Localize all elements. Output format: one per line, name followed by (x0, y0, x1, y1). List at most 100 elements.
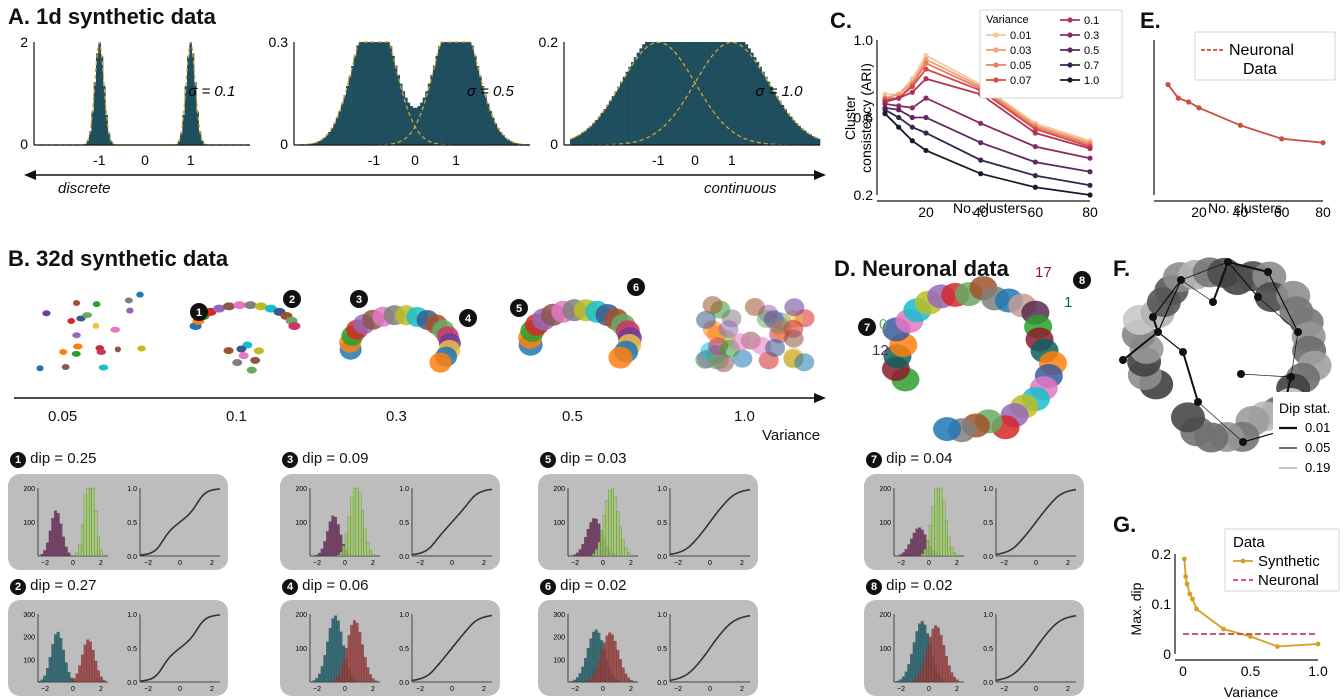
g-legend-label-synthetic: Synthetic (1258, 553, 1320, 570)
e-legend-box (1194, 31, 1336, 81)
graph-node (1149, 313, 1157, 321)
hist-a-bar (325, 135, 329, 145)
hist-a-bar (728, 42, 732, 145)
hist-bar-right (926, 647, 930, 683)
cluster-blob (706, 351, 727, 370)
embedding-hole (944, 335, 1020, 395)
hist-a-bar (575, 136, 579, 145)
hist-bar-left (336, 524, 340, 557)
hist-bar-left (331, 618, 335, 683)
series-point (909, 138, 915, 144)
badge-circle (1073, 271, 1091, 289)
hist-a-bar (706, 42, 710, 145)
badge-number: 5 (516, 303, 522, 315)
hist-bar-right (361, 644, 364, 683)
x-tick-label: 0 (691, 152, 699, 168)
hist-bar-right (939, 634, 943, 683)
hist-a-bar (351, 65, 354, 145)
cdf-x-tick: 0 (450, 686, 454, 693)
cdf-y-tick: 1.0 (127, 612, 137, 619)
series-point (909, 124, 915, 130)
hist-a-bar (198, 131, 202, 145)
badge-4: 4 (459, 309, 477, 327)
hist-a-bar (105, 114, 108, 145)
hist-a-bar (346, 85, 349, 145)
hist-bar-right (592, 674, 596, 683)
hist-a-bar (335, 117, 339, 145)
legend-marker (1067, 77, 1073, 83)
hist-bar-left (915, 528, 919, 557)
hist-a-bar (494, 123, 498, 145)
neuronal-point (1196, 105, 1202, 111)
badge-5: 5 (510, 299, 528, 317)
c-ylabel-line2: consistency (ARI) (858, 63, 874, 173)
hist-bar-left (575, 552, 579, 557)
hist-a-bar (750, 52, 754, 145)
series-point (923, 52, 929, 59)
hist-bar-right (75, 552, 79, 557)
cdf-y-tick: 1.0 (983, 486, 993, 493)
hist-a-bar (581, 132, 585, 145)
hist-a-bar (374, 42, 377, 145)
discrete-label: discrete (58, 180, 111, 197)
dip-label-8: 8 dip = 0.02 (866, 577, 952, 595)
hist-bar-left (323, 655, 327, 683)
badge-number: 2 (289, 294, 295, 306)
hist-a-bar (107, 133, 111, 145)
cluster-dot (72, 299, 81, 306)
hist-bar-right (621, 539, 625, 557)
hist-bar-left (62, 649, 66, 683)
c-legend: Variance 0.01 0.03 0.05 0.07 0.1 0.3 0.5 0.7 1.0 (979, 9, 1123, 99)
hist-a-bar (91, 111, 94, 145)
hist-bar-left (40, 554, 44, 557)
hist-bar-right (613, 496, 617, 557)
inset-4: 100 200 −2 0 2 0.0 0.5 1.0 −2 0 2 (295, 612, 493, 693)
graph-node (1119, 356, 1127, 364)
hist-bar-right (97, 536, 101, 557)
hist-bar-right (931, 628, 935, 683)
cdf-y-tick: 1.0 (657, 612, 667, 619)
synthetic-point (1181, 556, 1187, 562)
hist-bar-left (592, 518, 596, 557)
inset-x-tick: 0 (71, 560, 75, 567)
hist-a-bar (606, 105, 610, 145)
hist-bar-left (48, 530, 52, 557)
hist-bar-right (934, 488, 938, 557)
inset-5: 100 200 −2 0 2 0.0 0.5 1.0 −2 0 2 (553, 486, 751, 567)
hist-a-bar (661, 42, 665, 145)
hist-bar-right (347, 635, 351, 683)
hist-bar-right (939, 487, 943, 557)
hist-bar-right (610, 634, 614, 683)
hist-bar-right (613, 640, 617, 683)
cdf-curve (411, 488, 493, 556)
hist-a-bar (340, 103, 344, 145)
inset-2: 100 200 300 −2 0 2 0.0 0.5 1.0 −2 0 2 (23, 612, 221, 693)
hist-bar-left (581, 544, 585, 557)
x-tick-label: 0 (141, 152, 149, 168)
series-point (896, 103, 902, 109)
hist-a-bar (450, 42, 454, 145)
inset-x-tick: 0 (601, 686, 605, 693)
cdf-x-tick: 0 (450, 560, 454, 567)
embedding-hole (1191, 328, 1275, 396)
c-x-tick: 40 (973, 204, 989, 220)
cdf-y-tick: 0.5 (983, 646, 993, 653)
hist-a-3: 0.2 0 -1 0 1 σ = 1.0 (539, 34, 821, 168)
series-0.5 (882, 105, 1093, 175)
inset-x-tick: 2 (629, 560, 633, 567)
inset-3: 100 200 −2 0 2 0.0 0.5 1.0 −2 0 2 (295, 486, 493, 567)
hist-bar-right (942, 645, 946, 683)
hist-a-bar (753, 57, 757, 145)
series-point (896, 107, 902, 113)
inset-y-tick: 200 (23, 635, 35, 642)
hist-bar-right (75, 673, 79, 683)
series-point (923, 56, 929, 62)
badge-number: 7 (864, 322, 870, 334)
hist-bar-right (605, 500, 609, 557)
hist-bar-right (350, 624, 354, 683)
inset-x-tick: −2 (313, 560, 321, 567)
hist-bar-left (912, 532, 916, 557)
cdf-y-tick: 0.0 (657, 554, 667, 561)
hist-a-bar (356, 45, 360, 145)
